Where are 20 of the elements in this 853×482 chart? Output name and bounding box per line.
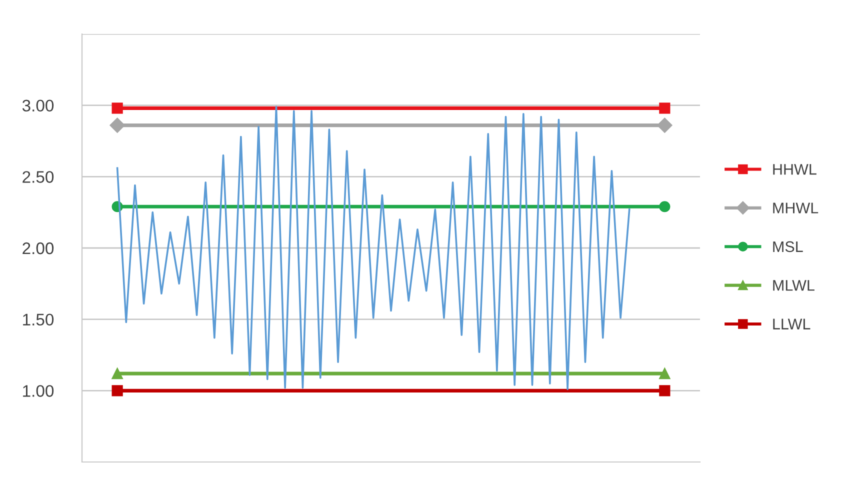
point (659, 102, 670, 114)
point (110, 118, 125, 133)
point (112, 102, 123, 114)
legend-label: MHWL (773, 202, 818, 214)
legend-label: HHWL (773, 164, 816, 175)
legend-label: MSL (773, 241, 803, 252)
point (112, 385, 123, 396)
point (112, 368, 123, 380)
y-tick-label: 1.50 (23, 314, 54, 326)
point (659, 385, 670, 396)
point (659, 368, 670, 380)
y-tick-label: 2.50 (22, 171, 54, 183)
point (659, 201, 670, 212)
y-tick-label: 1.00 (23, 385, 54, 397)
y-tick-label: 2.00 (22, 242, 54, 254)
y-tick-label: 3.00 (22, 100, 54, 112)
legend-label: MLWL (773, 280, 814, 291)
point (657, 118, 672, 133)
line-series (116, 106, 630, 390)
legend-label: LLWL (773, 318, 810, 330)
